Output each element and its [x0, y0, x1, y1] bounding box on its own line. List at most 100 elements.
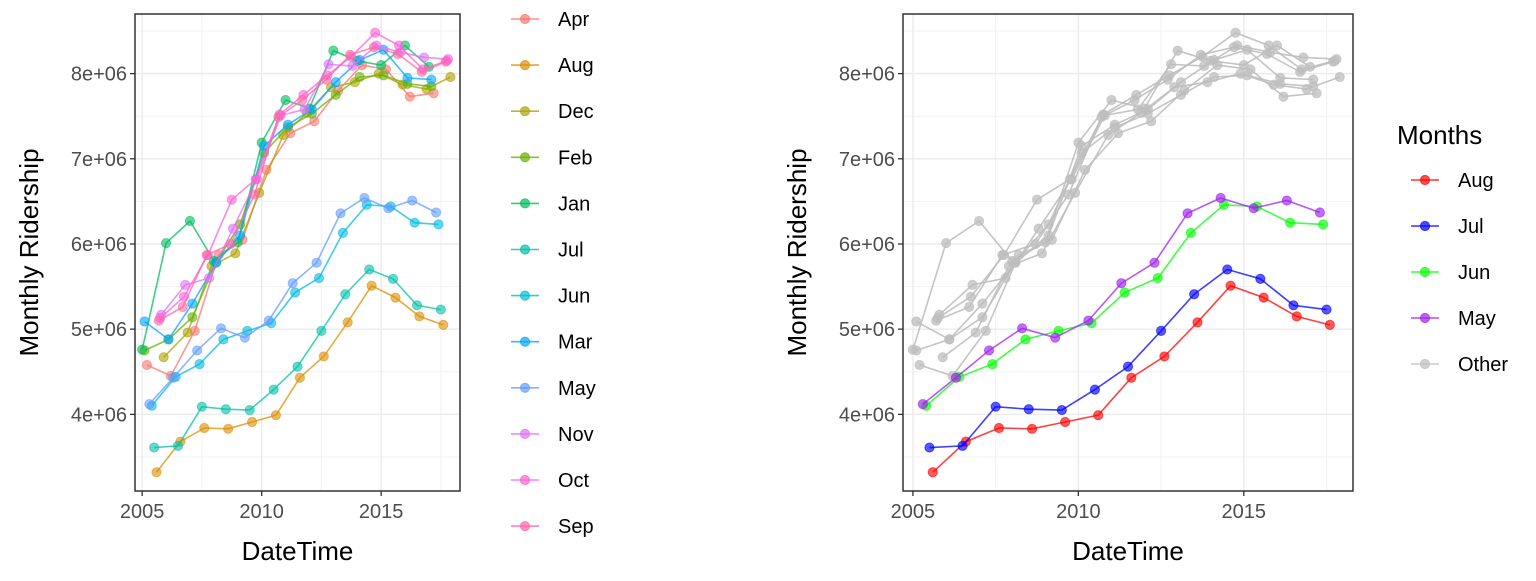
series-jun-point	[194, 358, 205, 370]
legend-key-point-apr	[519, 13, 531, 25]
series-may-point	[311, 257, 322, 268]
series-sep-point	[416, 66, 427, 78]
series-apr-point	[404, 91, 415, 102]
series-dec-point	[445, 71, 456, 83]
series-sep-point	[368, 42, 380, 53]
series-jun-point	[987, 358, 998, 370]
series-jan-point	[328, 45, 339, 56]
series-jul-point	[244, 404, 255, 416]
series-other-sep-point	[1129, 94, 1140, 106]
series-sep-point	[344, 49, 356, 60]
right-y-tick-label: 4e+06	[839, 404, 895, 426]
series-aug-point	[151, 467, 162, 478]
series-sep-point	[153, 315, 164, 326]
series-apr-point	[141, 359, 153, 371]
series-jul-point	[268, 384, 279, 395]
series-jul-point	[1288, 300, 1299, 311]
series-jun-point	[1318, 219, 1329, 230]
series-other-nov-point	[1199, 60, 1210, 72]
series-may-point	[1050, 332, 1061, 343]
series-jun-point	[433, 219, 444, 230]
series-may-point	[287, 278, 298, 289]
series-jul-point	[1155, 325, 1167, 336]
series-may-point	[407, 195, 418, 206]
series-aug-point	[390, 292, 401, 303]
series-feb-point	[187, 312, 198, 323]
legend-key-point-jun	[519, 290, 531, 301]
series-feb-point	[354, 71, 365, 83]
series-aug-point	[342, 317, 353, 328]
series-may-point	[950, 372, 962, 383]
left-y-tick-label: 6e+06	[71, 234, 127, 256]
series-jun-point	[1152, 272, 1163, 284]
series-jul-point	[364, 264, 375, 275]
series-may-point	[431, 207, 442, 218]
series-aug-point	[223, 423, 234, 434]
series-other-apr-point	[914, 359, 925, 371]
series-sep-point	[177, 301, 188, 313]
series-other-sep-point	[1261, 48, 1273, 60]
series-nov-point	[299, 104, 310, 115]
series-may-point	[1149, 257, 1160, 268]
series-other-sep-point	[1162, 74, 1173, 85]
legend-label-oct: Oct	[558, 470, 590, 492]
right-chart: 2005 2010 2015 4e+06 5e+06 6e+06 7e+06 8e+06 Dat…	[782, 13, 1508, 566]
series-mar-point	[187, 298, 198, 309]
series-other-nov-point	[1033, 223, 1044, 234]
series-dec-point	[278, 129, 289, 141]
series-may-point	[1083, 315, 1094, 326]
series-aug-point	[1093, 410, 1104, 421]
series-other-feb-point	[1208, 71, 1220, 83]
legend-key-point-dec	[519, 106, 531, 117]
series-aug-point	[199, 422, 210, 434]
right-panel-border	[902, 13, 1354, 492]
series-other-apr-point	[980, 325, 991, 336]
series-other-nov-point	[967, 279, 978, 290]
series-aug-point	[1291, 311, 1302, 322]
left-x-tick-label: 2010	[239, 501, 284, 523]
series-aug-point	[1126, 372, 1137, 383]
series-may-point	[1314, 207, 1326, 218]
legend-key-point-sep	[519, 521, 531, 532]
right-y-tick-label: 5e+06	[839, 319, 895, 341]
series-jun-point	[1285, 217, 1296, 228]
series-aug-point	[246, 416, 258, 428]
series-jul-point	[435, 304, 446, 315]
series-jul-point	[292, 361, 303, 372]
series-other-nov-point	[1298, 52, 1309, 63]
right-x-tick-label: 2005	[891, 501, 936, 523]
legend-key-point-aug	[1419, 174, 1431, 186]
series-nov-point	[203, 272, 215, 284]
series-mar-point	[426, 74, 437, 85]
series-feb-point	[330, 89, 341, 101]
legend-label-may: May	[1458, 308, 1496, 330]
legend-key-point-may	[1419, 312, 1431, 324]
legend-label-other: Other	[1458, 354, 1508, 376]
series-other-mar-point	[1308, 74, 1319, 85]
legend-key-point-other	[1419, 358, 1431, 370]
series-jun-point	[218, 334, 229, 345]
series-sep-point	[440, 56, 451, 67]
series-dec-point	[158, 352, 169, 363]
series-may-point	[1182, 208, 1193, 219]
series-may-point	[383, 203, 394, 214]
series-jul-point	[220, 404, 231, 415]
series-other-nov-point	[1165, 59, 1177, 70]
right-y-tick-label: 8e+06	[839, 64, 895, 86]
series-other-dec-point	[1334, 71, 1345, 83]
series-other-sep-point	[1096, 111, 1107, 123]
series-jul-point	[340, 289, 351, 300]
series-jul-point	[1023, 404, 1034, 415]
series-other-mar-point	[1043, 230, 1054, 241]
series-other-mar-point	[977, 298, 988, 309]
series-jan-point	[184, 215, 196, 227]
series-may-point	[263, 315, 274, 326]
series-jul-point	[1321, 304, 1332, 315]
right-panel-background	[903, 14, 1353, 491]
series-aug-point	[270, 410, 282, 421]
series-other-jan-point	[907, 344, 919, 355]
legend-label-dec: Dec	[558, 101, 594, 123]
series-other-nov-point	[1000, 272, 1011, 284]
legend-label-jun: Jun	[1458, 262, 1490, 284]
